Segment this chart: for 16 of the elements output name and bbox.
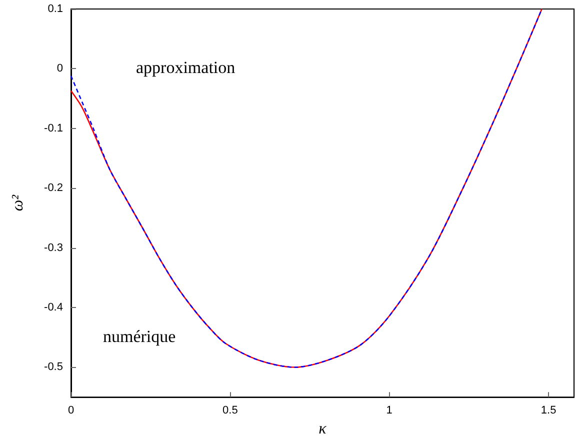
x-tick-label: 0 (68, 404, 74, 417)
x-axis-title: κ (318, 420, 327, 438)
y-tick-label: 0.1 (48, 3, 63, 15)
annotation: approximation (136, 58, 236, 77)
y-tick-label: -0.4 (44, 302, 63, 314)
annotation: numérique (103, 327, 176, 346)
y-tick-label: 0 (56, 62, 63, 75)
x-tick-label: 1.5 (540, 404, 556, 417)
y-tick-label: -0.2 (44, 182, 63, 194)
y-axis-title: ω² (10, 194, 26, 212)
y-tick-label: -0.5 (44, 361, 63, 374)
line-series (70, 8, 542, 368)
y-tick-label: -0.1 (44, 122, 63, 134)
x-tick-label: 0.5 (222, 404, 238, 417)
y-tick-label: -0.3 (44, 242, 63, 254)
x-tick-label: 1 (386, 404, 392, 417)
